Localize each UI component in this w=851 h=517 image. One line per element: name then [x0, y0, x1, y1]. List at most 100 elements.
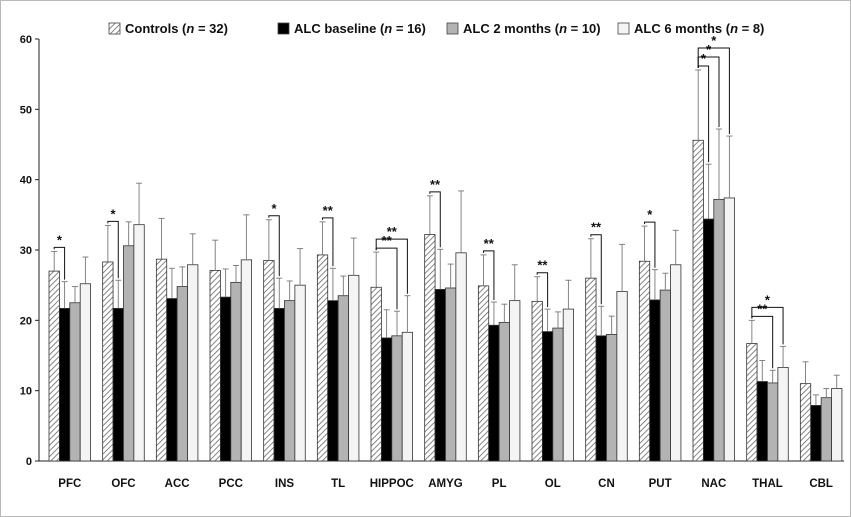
- bar: [552, 327, 564, 462]
- bar: [531, 300, 543, 462]
- legend-count: = 10): [567, 21, 601, 36]
- bar: [273, 307, 285, 462]
- bar: [670, 264, 682, 462]
- legend-count: = 32): [194, 21, 228, 36]
- bar: [756, 381, 768, 462]
- bar: [606, 333, 618, 462]
- significance-label: *: [765, 292, 771, 307]
- bar: [585, 277, 597, 462]
- significance-bracket: [644, 221, 656, 268]
- bar: [59, 307, 71, 462]
- y-tick-label: 20: [20, 315, 32, 327]
- bar: [391, 335, 403, 462]
- y-tick-label: 60: [20, 34, 32, 46]
- significance-bracket: [107, 220, 119, 279]
- significance-label: **: [387, 224, 398, 239]
- significance-label: *: [111, 206, 117, 221]
- significance-label: *: [706, 42, 712, 57]
- bar: [102, 261, 114, 462]
- bar: [79, 283, 91, 462]
- legend-n: n: [730, 21, 738, 36]
- legend-swatch: [108, 22, 121, 35]
- bar: [424, 234, 436, 462]
- significance-bracket: [375, 238, 408, 294]
- category-label: OFC: [111, 478, 135, 490]
- bar: [284, 300, 296, 462]
- category-label: THAL: [752, 478, 783, 490]
- bar: [69, 302, 81, 462]
- significance-label: *: [711, 33, 717, 48]
- significance-bracket: [697, 47, 730, 135]
- bar: [123, 245, 135, 462]
- bar: [649, 299, 661, 462]
- significance-label: *: [57, 232, 63, 247]
- bar: [230, 281, 242, 462]
- bar: [746, 343, 758, 462]
- bar: [638, 260, 651, 462]
- legend-entry: Controls (n = 32): [125, 21, 228, 36]
- bar: [692, 139, 704, 462]
- bar: [370, 286, 382, 462]
- legend-label: ALC 6 months (: [634, 21, 731, 36]
- category-label: HIPPOC: [370, 478, 414, 490]
- bar: [263, 260, 275, 462]
- bar: [48, 270, 60, 462]
- bars: [48, 69, 843, 462]
- y-tick-label: 10: [20, 386, 32, 398]
- legend-count: = 16): [392, 21, 426, 36]
- category-label: ACC: [165, 478, 190, 490]
- bar: [831, 388, 843, 462]
- significance-bracket: [53, 246, 66, 280]
- significance-label: **: [382, 233, 393, 248]
- bar: [294, 284, 306, 462]
- significance-label: **: [323, 203, 334, 218]
- significance-bracket: [483, 250, 495, 301]
- bar: [723, 197, 736, 462]
- bar: [219, 296, 232, 462]
- bar: [616, 291, 628, 462]
- bar: [703, 218, 715, 462]
- category-label: PL: [492, 478, 507, 490]
- bar: [166, 298, 178, 462]
- significance-bracket: [751, 306, 784, 345]
- bar: [209, 269, 221, 462]
- bar: [176, 286, 188, 462]
- bar: [327, 300, 339, 462]
- legend-entry: ALC 6 months (n = 8): [634, 21, 764, 36]
- significance-label: *: [701, 51, 707, 66]
- bar: [713, 198, 725, 462]
- legend-count: = 8): [738, 21, 764, 36]
- bar: [445, 287, 457, 462]
- legend: Controls (n = 32) ALC baseline (n = 16) AL…: [108, 21, 764, 36]
- bar: [777, 367, 789, 462]
- legend-label: Controls (: [125, 21, 187, 36]
- category-label: TL: [331, 478, 345, 490]
- bar: [380, 337, 393, 462]
- legend-swatch: [617, 22, 630, 35]
- bar: [659, 289, 671, 462]
- y-tick-label: 50: [20, 104, 32, 116]
- significance-bracket: [322, 217, 334, 267]
- legend-entry: ALC baseline (n = 16): [294, 21, 426, 36]
- category-label: CN: [598, 478, 615, 490]
- bar: [155, 258, 168, 462]
- significance-markers: ** * *********************: [53, 33, 784, 369]
- legend-entry: ALC 2 months (n = 10): [463, 21, 601, 36]
- bar: [112, 307, 124, 462]
- category-label: PFC: [58, 478, 81, 490]
- category-label: PUT: [649, 478, 672, 490]
- legend-label: ALC baseline (: [294, 21, 385, 36]
- x-axis: PFC OFC ACC PCC INS TL HIPPOC AMYG PL OL CN PUT NAC T…: [58, 478, 833, 490]
- y-tick-label: 40: [20, 175, 32, 187]
- bar: [810, 405, 822, 462]
- category-label: AMYG: [428, 478, 463, 490]
- bar: [434, 288, 446, 462]
- bar: [477, 285, 490, 462]
- bar: [562, 308, 575, 462]
- legend-swatch: [446, 22, 459, 35]
- legend-swatch: [277, 22, 290, 35]
- significance-label: *: [647, 207, 653, 222]
- significance-label: **: [484, 236, 495, 251]
